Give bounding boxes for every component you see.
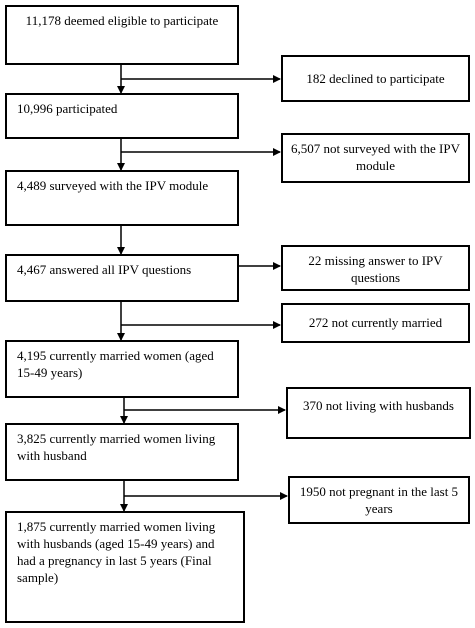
exclusion-not-living-box: 370 not living with husbands	[286, 387, 471, 439]
step-surveyed-text: 4,489 surveyed with the IPV module	[17, 178, 209, 193]
step-eligible-text: 11,178 deemed eligible to participate	[25, 13, 219, 28]
exclusion-missing-box: 22 missing answer to IPV questions	[281, 245, 470, 291]
exclusion-declined-text: 182 declined to participate	[306, 71, 445, 86]
exclusion-not-married-box: 272 not currently married	[281, 303, 470, 343]
exclusion-not-surveyed-box: 6,507 not surveyed with the IPV module	[281, 133, 470, 183]
step-surveyed-box: 4,489 surveyed with the IPV module	[5, 170, 239, 226]
exclusion-not-surveyed-text: 6,507 not surveyed with the IPV module	[291, 141, 460, 173]
step-married-text: 4,195 currently married women (aged 15-4…	[17, 348, 214, 380]
step-answered-box: 4,467 answered all IPV questions	[5, 254, 239, 302]
exclusion-not-pregnant-text: 1950 not pregnant in the last 5 years	[299, 484, 459, 516]
step-married-box: 4,195 currently married women (aged 15-4…	[5, 340, 239, 398]
exclusion-not-married-text: 272 not currently married	[308, 315, 443, 330]
step-answered-text: 4,467 answered all IPV questions	[17, 262, 192, 277]
step-final-text: 1,875 currently married women living wit…	[17, 519, 216, 585]
exclusion-missing-text: 22 missing answer to IPV questions	[308, 253, 443, 285]
step-participated-box: 10,996 participated	[5, 93, 239, 139]
step-participated-text: 10,996 participated	[17, 101, 118, 116]
exclusion-declined-box: 182 declined to participate	[281, 55, 470, 102]
exclusion-not-living-text: 370 not living with husbands	[303, 398, 454, 413]
step-living-box: 3,825 currently married women living wit…	[5, 423, 239, 481]
step-eligible-box: 11,178 deemed eligible to participate	[5, 5, 239, 65]
step-final-box: 1,875 currently married women living wit…	[5, 511, 245, 623]
step-living-text: 3,825 currently married women living wit…	[17, 431, 216, 463]
exclusion-not-pregnant-box: 1950 not pregnant in the last 5 years	[288, 476, 470, 524]
